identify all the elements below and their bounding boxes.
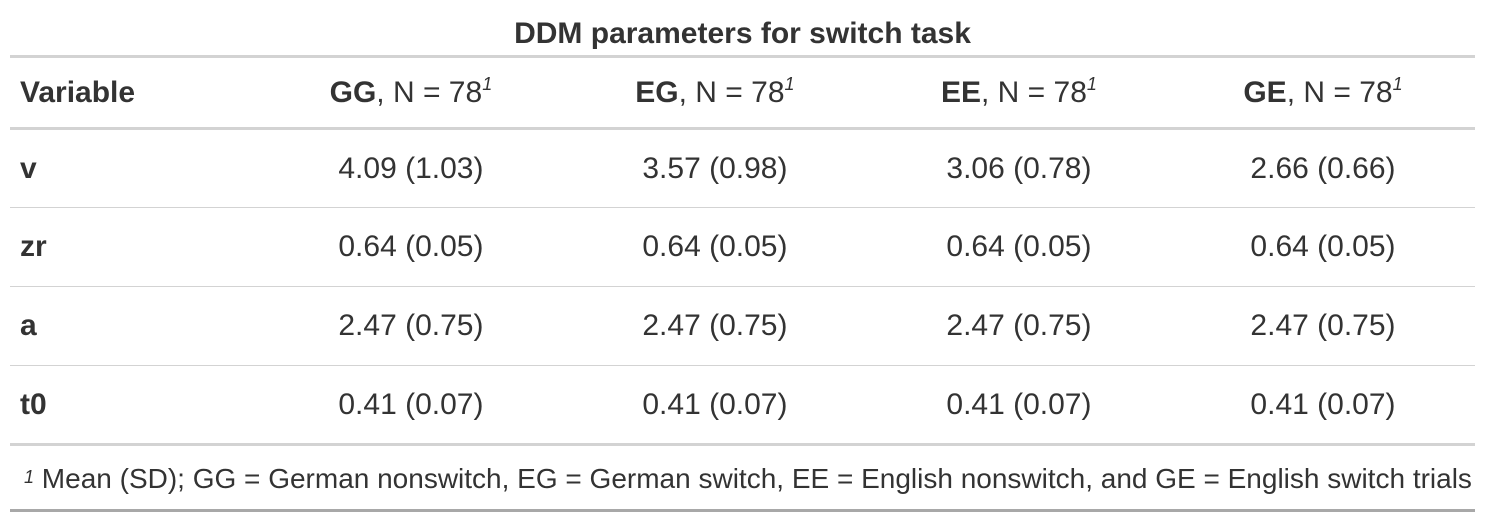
- footnote-mark: 1: [1392, 73, 1403, 94]
- table-title: DDM parameters for switch task: [514, 17, 971, 50]
- header-group: EG: [635, 75, 679, 109]
- footnote-text: Mean (SD); GG = German nonswitch, EG = G…: [41, 463, 1472, 494]
- header-ee: EE, N = 781: [866, 56, 1171, 130]
- header-n: , N = 78: [1286, 75, 1393, 109]
- cell-ge: 0.41 (0.07): [1170, 365, 1475, 446]
- row-label: a: [10, 286, 259, 366]
- cell-gg: 2.47 (0.75): [258, 286, 563, 366]
- header-group: GE: [1243, 75, 1287, 109]
- cell-ge: 2.66 (0.66): [1170, 128, 1475, 208]
- table-row: zr 0.64 (0.05) 0.64 (0.05) 0.64 (0.05) 0…: [10, 207, 1475, 287]
- header-row: Variable GG, N = 781 EG, N = 781 EE, N =…: [10, 56, 1475, 130]
- header-group: GG: [329, 75, 377, 109]
- cell-ee: 0.41 (0.07): [866, 365, 1171, 446]
- footnote-mark: 1: [1086, 73, 1097, 94]
- header-eg: EG, N = 781: [562, 56, 867, 130]
- cell-gg: 4.09 (1.03): [258, 128, 563, 208]
- footnote-mark: 1: [784, 73, 795, 94]
- row-label: v: [10, 128, 259, 208]
- cell-eg: 0.41 (0.07): [562, 365, 867, 446]
- row-label: t0: [10, 365, 259, 446]
- header-n: , N = 78: [376, 75, 483, 109]
- cell-gg: 0.64 (0.05): [258, 207, 563, 287]
- row-label: zr: [10, 207, 259, 287]
- table-footnote: 1 Mean (SD); GG = German nonswitch, EG =…: [10, 446, 1475, 512]
- header-n: , N = 78: [678, 75, 785, 109]
- footnote-mark: 1: [24, 467, 35, 487]
- footnote-mark: 1: [482, 73, 493, 94]
- header-variable: Variable: [10, 56, 259, 130]
- header-n: , N = 78: [981, 75, 1087, 109]
- header-gg: GG, N = 781: [258, 56, 563, 130]
- cell-ee: 0.64 (0.05): [866, 207, 1171, 287]
- table-row: v 4.09 (1.03) 3.57 (0.98) 3.06 (0.78) 2.…: [10, 128, 1475, 208]
- ddm-table: Variable GG, N = 781 EG, N = 781 EE, N =…: [10, 55, 1475, 446]
- cell-eg: 2.47 (0.75): [562, 286, 867, 366]
- cell-ee: 3.06 (0.78): [866, 128, 1171, 208]
- table-row: a 2.47 (0.75) 2.47 (0.75) 2.47 (0.75) 2.…: [10, 286, 1475, 366]
- cell-ge: 0.64 (0.05): [1170, 207, 1475, 287]
- table-row: t0 0.41 (0.07) 0.41 (0.07) 0.41 (0.07) 0…: [10, 365, 1475, 446]
- cell-eg: 3.57 (0.98): [562, 128, 867, 208]
- cell-gg: 0.41 (0.07): [258, 365, 563, 446]
- cell-ge: 2.47 (0.75): [1170, 286, 1475, 366]
- cell-eg: 0.64 (0.05): [562, 207, 867, 287]
- header-ge: GE, N = 781: [1170, 56, 1475, 130]
- cell-ee: 2.47 (0.75): [866, 286, 1171, 366]
- header-group: EE: [940, 75, 981, 109]
